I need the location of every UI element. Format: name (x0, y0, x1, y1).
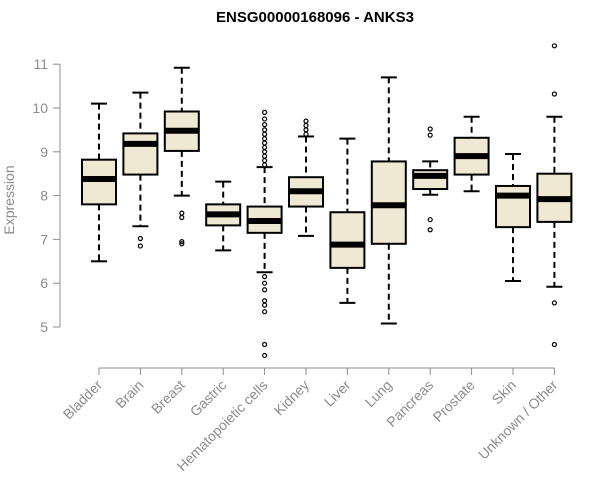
iqr-box (495, 184, 531, 229)
outlier-point (303, 122, 309, 129)
category-label: Prostate (430, 377, 478, 425)
outlier-point (262, 122, 268, 128)
iqr-box (122, 132, 159, 176)
outlier-point (262, 157, 268, 164)
box-bladder (81, 102, 117, 263)
y-tick-label: 5 (40, 319, 48, 335)
category-label: Lung (362, 377, 395, 410)
outlier-point (551, 341, 558, 348)
outlier-point (262, 274, 268, 280)
category-label: Unknown / Other (475, 377, 561, 463)
box-gastric (205, 180, 242, 252)
outlier-point (262, 116, 268, 122)
category-label: Liver (321, 377, 354, 410)
outlier-point (551, 43, 558, 49)
y-tick-label: 11 (33, 56, 48, 72)
y-tick-label: 6 (40, 275, 48, 291)
y-tick-label: 7 (40, 231, 48, 247)
outlier-point (262, 153, 268, 159)
outlier-point (179, 241, 185, 247)
category-label: Breast (148, 377, 188, 417)
outlier-point (179, 238, 185, 245)
outlier-point (262, 144, 268, 151)
outlier-point (262, 140, 268, 146)
outlier-point (427, 132, 433, 138)
y-axis-label: Expression (1, 165, 17, 234)
outlier-point (179, 210, 185, 216)
box-liver (329, 137, 366, 304)
box-hematopoietic-cells (246, 109, 283, 359)
outlier-point (262, 341, 268, 348)
category-label: Skin (489, 377, 520, 408)
outlier-point (262, 127, 268, 133)
outlier-point (262, 109, 268, 115)
outlier-point (427, 227, 433, 233)
outlier-point (303, 131, 309, 137)
outlier-point (262, 131, 268, 137)
iqr-box (81, 158, 117, 206)
outlier-point (137, 235, 143, 242)
y-tick-label: 8 (40, 188, 48, 204)
outlier-point (262, 280, 268, 286)
box-prostate (453, 115, 490, 193)
outlier-point (179, 214, 185, 221)
outlier-point (303, 118, 309, 124)
outlier-point (262, 162, 268, 168)
box-kidney (288, 118, 324, 237)
outlier-point (262, 352, 268, 359)
outlier-point (262, 302, 268, 308)
box-brain (122, 91, 159, 249)
axes: 5 6 7 8 9 10 11 (32, 56, 555, 375)
outlier-point (262, 309, 268, 315)
chart-title: ENSG00000168096 - ANKS3 (216, 9, 414, 26)
outlier-point (262, 298, 268, 304)
category-label: Bladder (60, 377, 106, 423)
outlier-point (427, 217, 433, 223)
outlier-point (137, 243, 143, 249)
outlier-point (262, 136, 268, 142)
box-breast (163, 66, 200, 247)
outlier-point (551, 300, 558, 306)
boxes (81, 43, 573, 359)
y-tick-label: 9 (40, 144, 48, 160)
box-pancreas (412, 126, 449, 233)
outlier-point (551, 91, 558, 97)
y-tick-label: 10 (32, 100, 48, 116)
box-unknown-other (536, 43, 573, 348)
outlier-point (427, 126, 433, 132)
category-label: Brain (112, 377, 146, 411)
outlier-point (262, 287, 268, 293)
box-skin (495, 152, 531, 283)
iqr-box (329, 211, 366, 269)
outlier-point (262, 149, 268, 155)
outlier-point (303, 127, 309, 133)
category-label: Kidney (271, 377, 313, 419)
box-lung (370, 76, 407, 325)
